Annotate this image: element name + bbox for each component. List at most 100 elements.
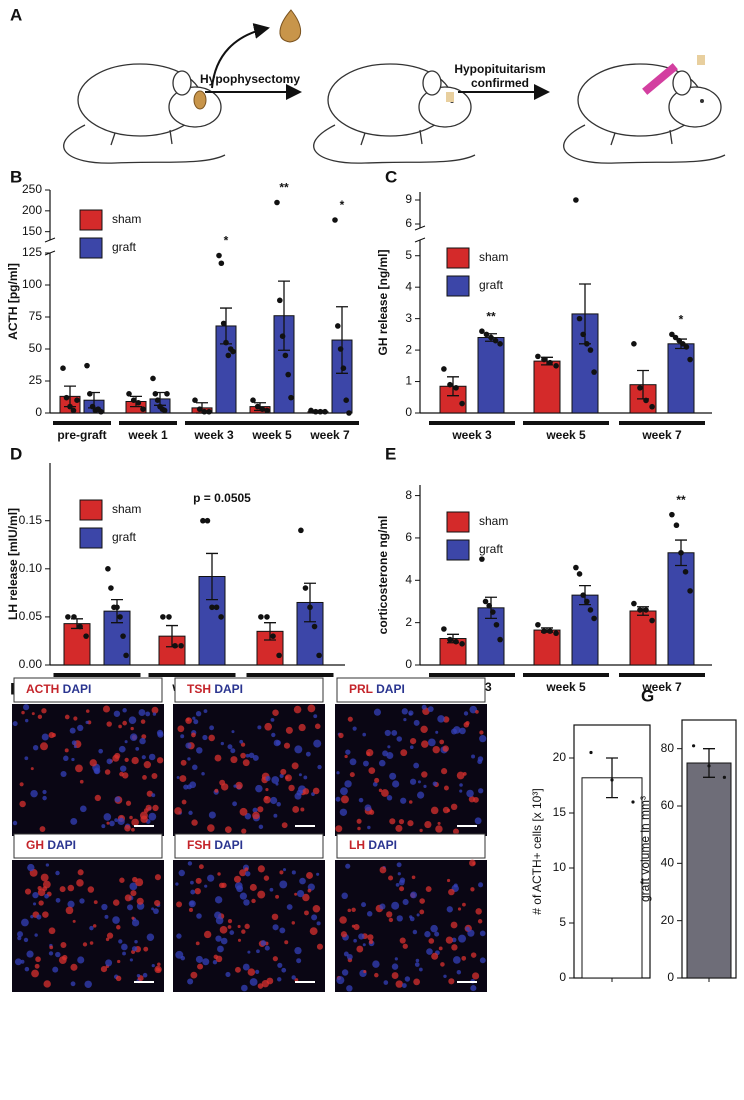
cell (252, 754, 259, 761)
cell (192, 716, 196, 720)
cell (389, 772, 397, 780)
data-point (311, 623, 318, 630)
cell (361, 902, 367, 908)
data-point (264, 614, 270, 620)
cell (453, 726, 461, 734)
data-point (483, 331, 490, 338)
cell (131, 818, 139, 827)
cell (48, 732, 55, 739)
cell (19, 800, 26, 808)
pituitary (193, 90, 207, 110)
cell (191, 732, 196, 738)
cell (341, 969, 349, 976)
cell (201, 772, 205, 776)
mouse-tail (563, 124, 726, 164)
data-point (447, 636, 453, 643)
data-point (479, 556, 485, 562)
cell (135, 878, 144, 887)
cell (207, 824, 215, 832)
cell (32, 891, 39, 899)
cell (151, 964, 155, 968)
y-tick-label: 25 (29, 373, 43, 387)
significance: * (340, 198, 345, 212)
cell (190, 880, 194, 885)
cell (302, 893, 310, 902)
cell (265, 788, 269, 792)
stain-label: ACTH (26, 682, 59, 696)
cell (368, 939, 374, 945)
cell (24, 966, 30, 972)
cell (153, 908, 159, 915)
cell (31, 969, 39, 978)
cell (197, 963, 204, 970)
y-tick-label: 6 (405, 216, 412, 230)
cell (271, 913, 279, 921)
data-point (587, 607, 594, 613)
cell (119, 765, 127, 772)
cell (44, 893, 49, 899)
cell (387, 745, 391, 749)
cell (263, 875, 270, 881)
cell (445, 936, 454, 944)
data-point (591, 369, 597, 375)
cell (109, 820, 115, 827)
cell (115, 975, 122, 982)
cell (118, 939, 123, 944)
data-point (298, 527, 304, 534)
cell (396, 915, 403, 922)
significance: ** (486, 309, 496, 323)
cell (293, 705, 302, 714)
cell (220, 741, 225, 746)
cell (31, 712, 35, 716)
cell (113, 710, 121, 717)
data-point (482, 598, 489, 605)
cell (19, 782, 24, 787)
image-label-box (174, 677, 324, 703)
cell (277, 962, 283, 968)
data-point (178, 642, 184, 649)
cell (279, 773, 284, 778)
data-point (631, 600, 637, 607)
cell (358, 797, 364, 803)
cell (269, 887, 274, 892)
cell (141, 755, 146, 760)
cell (58, 956, 67, 964)
cell (425, 886, 432, 892)
cell (124, 757, 129, 762)
data-point (479, 328, 485, 335)
data-point (196, 406, 203, 412)
x-tick-label: week 3 (193, 428, 234, 442)
mouse-head (418, 86, 472, 128)
diagram-labels: Hypophysectomy Hypopituitarism confirmed (200, 62, 546, 90)
legend-label: sham (112, 502, 141, 516)
cell (98, 748, 104, 754)
cell (386, 752, 394, 760)
cell (231, 730, 235, 734)
cell (12, 721, 18, 727)
y-tick-label: 8 (405, 488, 412, 502)
cell (302, 788, 310, 795)
image-label-box (13, 833, 163, 859)
cell (291, 762, 299, 770)
cell (105, 937, 110, 942)
data-point (160, 614, 166, 620)
cell (178, 869, 185, 877)
cell (468, 796, 476, 803)
data-point (683, 344, 690, 350)
cell (239, 869, 247, 877)
cell (219, 925, 228, 934)
legend-swatch (446, 511, 470, 533)
data-point (669, 511, 675, 518)
data-point (682, 569, 689, 575)
bar (533, 360, 561, 414)
cell (252, 811, 260, 820)
data-point (225, 352, 232, 359)
data-point (584, 341, 590, 347)
cell (154, 899, 161, 907)
data-point (488, 334, 494, 341)
data-point (114, 604, 120, 611)
pituitary-site (697, 55, 705, 65)
cell (451, 944, 458, 951)
y-tick-label: 0.10 (19, 561, 43, 575)
micrograph-cells (174, 704, 322, 834)
